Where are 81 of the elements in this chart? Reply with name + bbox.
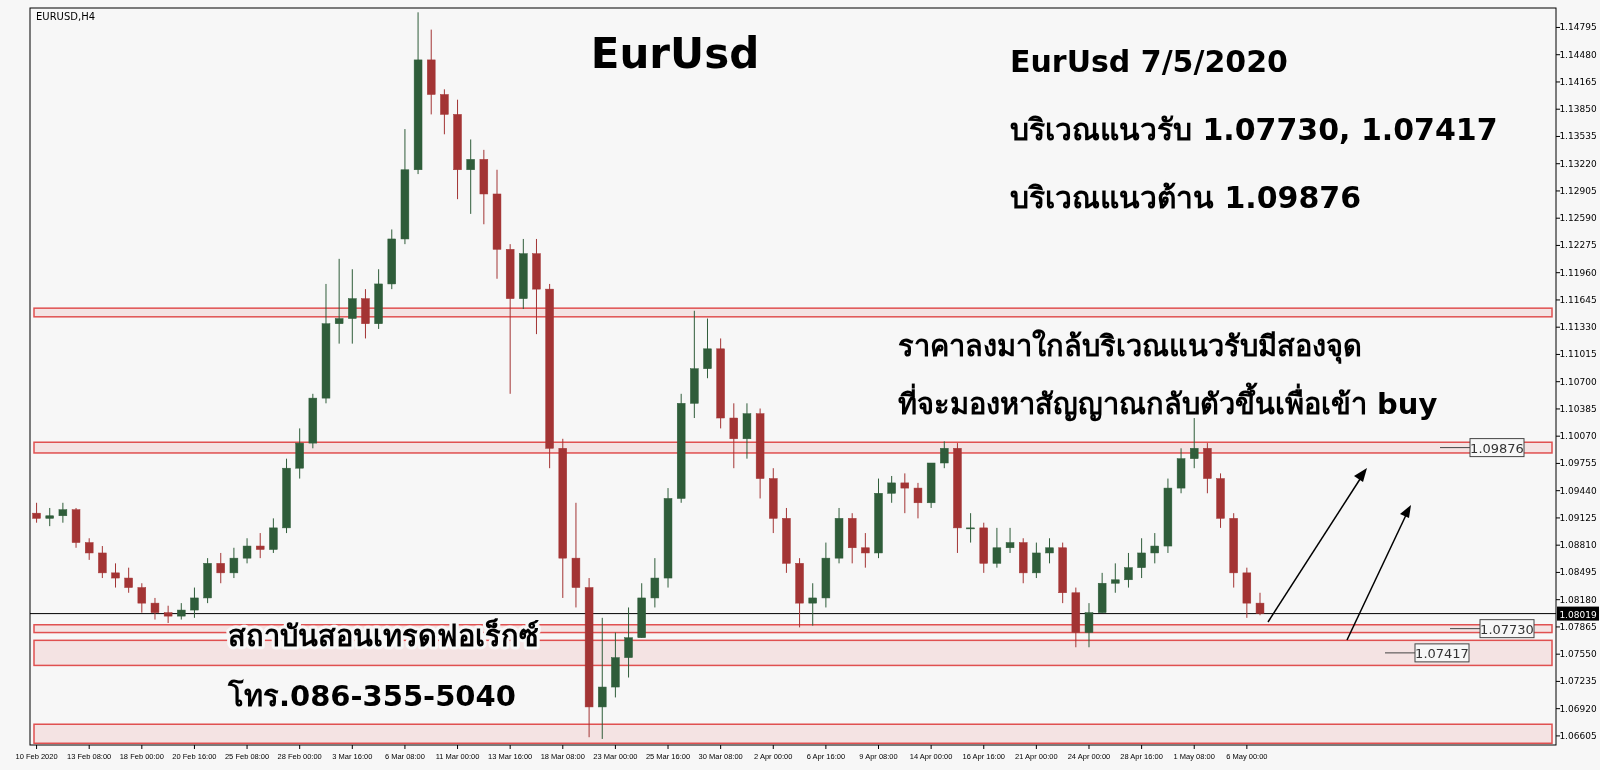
- candlestick: [45, 507, 54, 527]
- y-tick-label: 1.13850: [1559, 104, 1597, 115]
- candlestick: [861, 532, 870, 569]
- y-tick-label: 1.09440: [1559, 485, 1597, 496]
- candlestick: [940, 440, 949, 469]
- candlestick: [1084, 602, 1094, 648]
- band-label: 1.09876: [1470, 440, 1524, 456]
- annotation: ราคาลงมาใกล้บริเวณแนวรับมีสองจุด: [898, 329, 1362, 364]
- y-tick-label: 1.07550: [1559, 649, 1597, 660]
- candlestick: [900, 472, 910, 514]
- candlestick: [966, 512, 975, 544]
- candlestick: [466, 138, 475, 215]
- y-tick-label: 1.12905: [1559, 185, 1597, 196]
- candlestick: [124, 567, 133, 594]
- candlestick: [85, 537, 94, 561]
- y-tick-label: 1.11645: [1559, 294, 1597, 305]
- y-tick-label: 1.11960: [1559, 267, 1597, 278]
- candlestick: [1045, 537, 1054, 564]
- candlestick: [348, 268, 357, 345]
- candlestick: [229, 547, 239, 579]
- candlestick: [729, 402, 738, 469]
- y-tick-label: 1.08495: [1559, 567, 1597, 578]
- annotation: EURUSD,H4: [36, 11, 96, 22]
- candlestick: [913, 482, 923, 519]
- candlestick: [1150, 532, 1159, 564]
- y-tick-label: 1.14795: [1559, 22, 1597, 33]
- candlestick: [98, 545, 107, 579]
- ref-line-label: 1.08019: [1559, 609, 1597, 620]
- candlestick: [1032, 542, 1041, 579]
- y-tick-label: 1.14480: [1559, 49, 1597, 60]
- y-tick-label: 1.08180: [1559, 594, 1597, 605]
- band-label: 1.07417: [1415, 645, 1469, 661]
- candlestick: [624, 606, 633, 679]
- candlestick: [650, 557, 660, 608]
- y-tick-label: 1.13535: [1559, 131, 1597, 142]
- annotation: โทร.086-355-5040: [227, 678, 516, 713]
- candlestick: [703, 318, 712, 379]
- candlestick: [216, 552, 225, 584]
- candlestick: [598, 617, 607, 740]
- y-tick-label: 1.08810: [1559, 540, 1597, 551]
- candlestick: [163, 605, 173, 624]
- y-tick-label: 1.14165: [1559, 76, 1597, 87]
- y-tick-label: 1.09755: [1559, 458, 1597, 469]
- candlestick: [111, 562, 120, 589]
- y-tick-label: 1.12275: [1559, 240, 1597, 251]
- band-label: 1.07730: [1480, 621, 1534, 637]
- candlestick: [190, 587, 199, 619]
- candlestick: [58, 502, 68, 524]
- candlestick: [256, 532, 265, 559]
- y-tick-label: 1.11330: [1559, 322, 1597, 333]
- y-tick-label: 1.07235: [1559, 676, 1597, 687]
- y-tick-label: 1.10385: [1559, 403, 1597, 414]
- y-tick-label: 1.09125: [1559, 512, 1597, 523]
- annotation: บริเวณแนวรับ 1.07730, 1.07417: [1010, 112, 1498, 147]
- y-tick-label: 1.10700: [1559, 376, 1597, 387]
- y-tick-label: 1.06605: [1559, 730, 1597, 741]
- candlestick: [137, 582, 147, 614]
- candlestick: [334, 258, 344, 345]
- candlestick: [1005, 527, 1015, 554]
- candlestick: [242, 537, 252, 564]
- candlestick: [887, 475, 896, 504]
- candlestick: [269, 517, 278, 554]
- y-tick-label: 1.10070: [1559, 431, 1597, 442]
- y-tick-label: 1.06920: [1559, 703, 1597, 714]
- candlestick: [1255, 592, 1265, 616]
- candlestick: [150, 597, 160, 621]
- annotation: EurUsd 7/5/2020: [1010, 44, 1288, 79]
- y-tick-label: 1.13220: [1559, 158, 1597, 169]
- candlestick: [1111, 562, 1120, 594]
- candlestick: [1137, 537, 1146, 579]
- annotation: ที่จะมองหาสัญญาณกลับตัวขึ้นเพื่อเข้า buy: [898, 382, 1438, 422]
- candlestick: [808, 582, 817, 627]
- candlestick: [992, 527, 1002, 569]
- y-tick-label: 1.07865: [1559, 621, 1597, 632]
- y-tick-label: 1.11015: [1559, 349, 1597, 360]
- candlestick: [1124, 552, 1133, 589]
- candlestick: [32, 502, 41, 524]
- annotation: บริเวณแนวต้าน 1.09876: [1010, 180, 1362, 215]
- text: EurUsd: [590, 29, 760, 78]
- candlestick: [440, 88, 449, 135]
- y-tick-label: 1.12590: [1559, 213, 1597, 224]
